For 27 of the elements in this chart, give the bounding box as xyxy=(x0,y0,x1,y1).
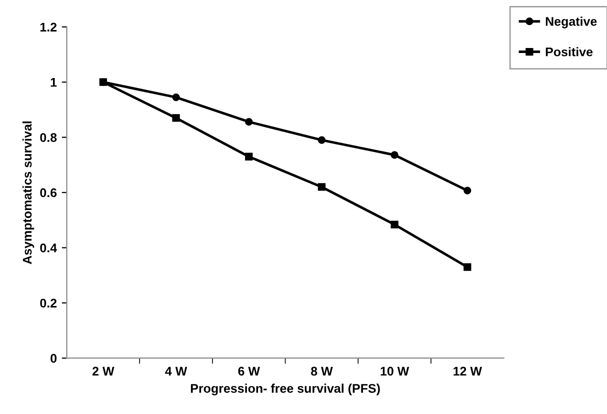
point xyxy=(390,151,398,159)
y-tick-label: 0 xyxy=(50,354,57,363)
x-axis-title: Progression- free survival (PFS) xyxy=(190,384,380,396)
x-tick-label: 2 W xyxy=(92,366,114,376)
y-axis-title: Asymptomatics survival xyxy=(22,121,34,264)
point xyxy=(464,186,472,194)
y-tick-label: 0.6 xyxy=(40,188,57,198)
x-tick-label: 4 W xyxy=(165,366,188,376)
y-tick-label: 1.2 xyxy=(40,22,57,32)
point xyxy=(245,118,253,126)
y-tick-label: 0.2 xyxy=(40,298,57,308)
point xyxy=(172,93,180,102)
legend-label: Negative xyxy=(546,16,597,28)
point xyxy=(172,114,180,122)
point xyxy=(464,263,472,271)
point xyxy=(390,220,398,228)
x-tick-label: 8 W xyxy=(310,366,333,376)
point xyxy=(245,152,253,160)
x-tick-label: 6 W xyxy=(238,366,260,376)
point xyxy=(318,183,326,191)
legend-label: Positive xyxy=(546,47,593,56)
y-tick-label: 0.4 xyxy=(40,244,57,252)
y-tick-label: 1 xyxy=(50,78,57,87)
y-tick-label: 0.8 xyxy=(40,133,57,142)
x-tick-label: 12 W xyxy=(454,366,482,376)
x-tick-label: 10 W xyxy=(380,366,410,376)
point xyxy=(318,136,326,144)
